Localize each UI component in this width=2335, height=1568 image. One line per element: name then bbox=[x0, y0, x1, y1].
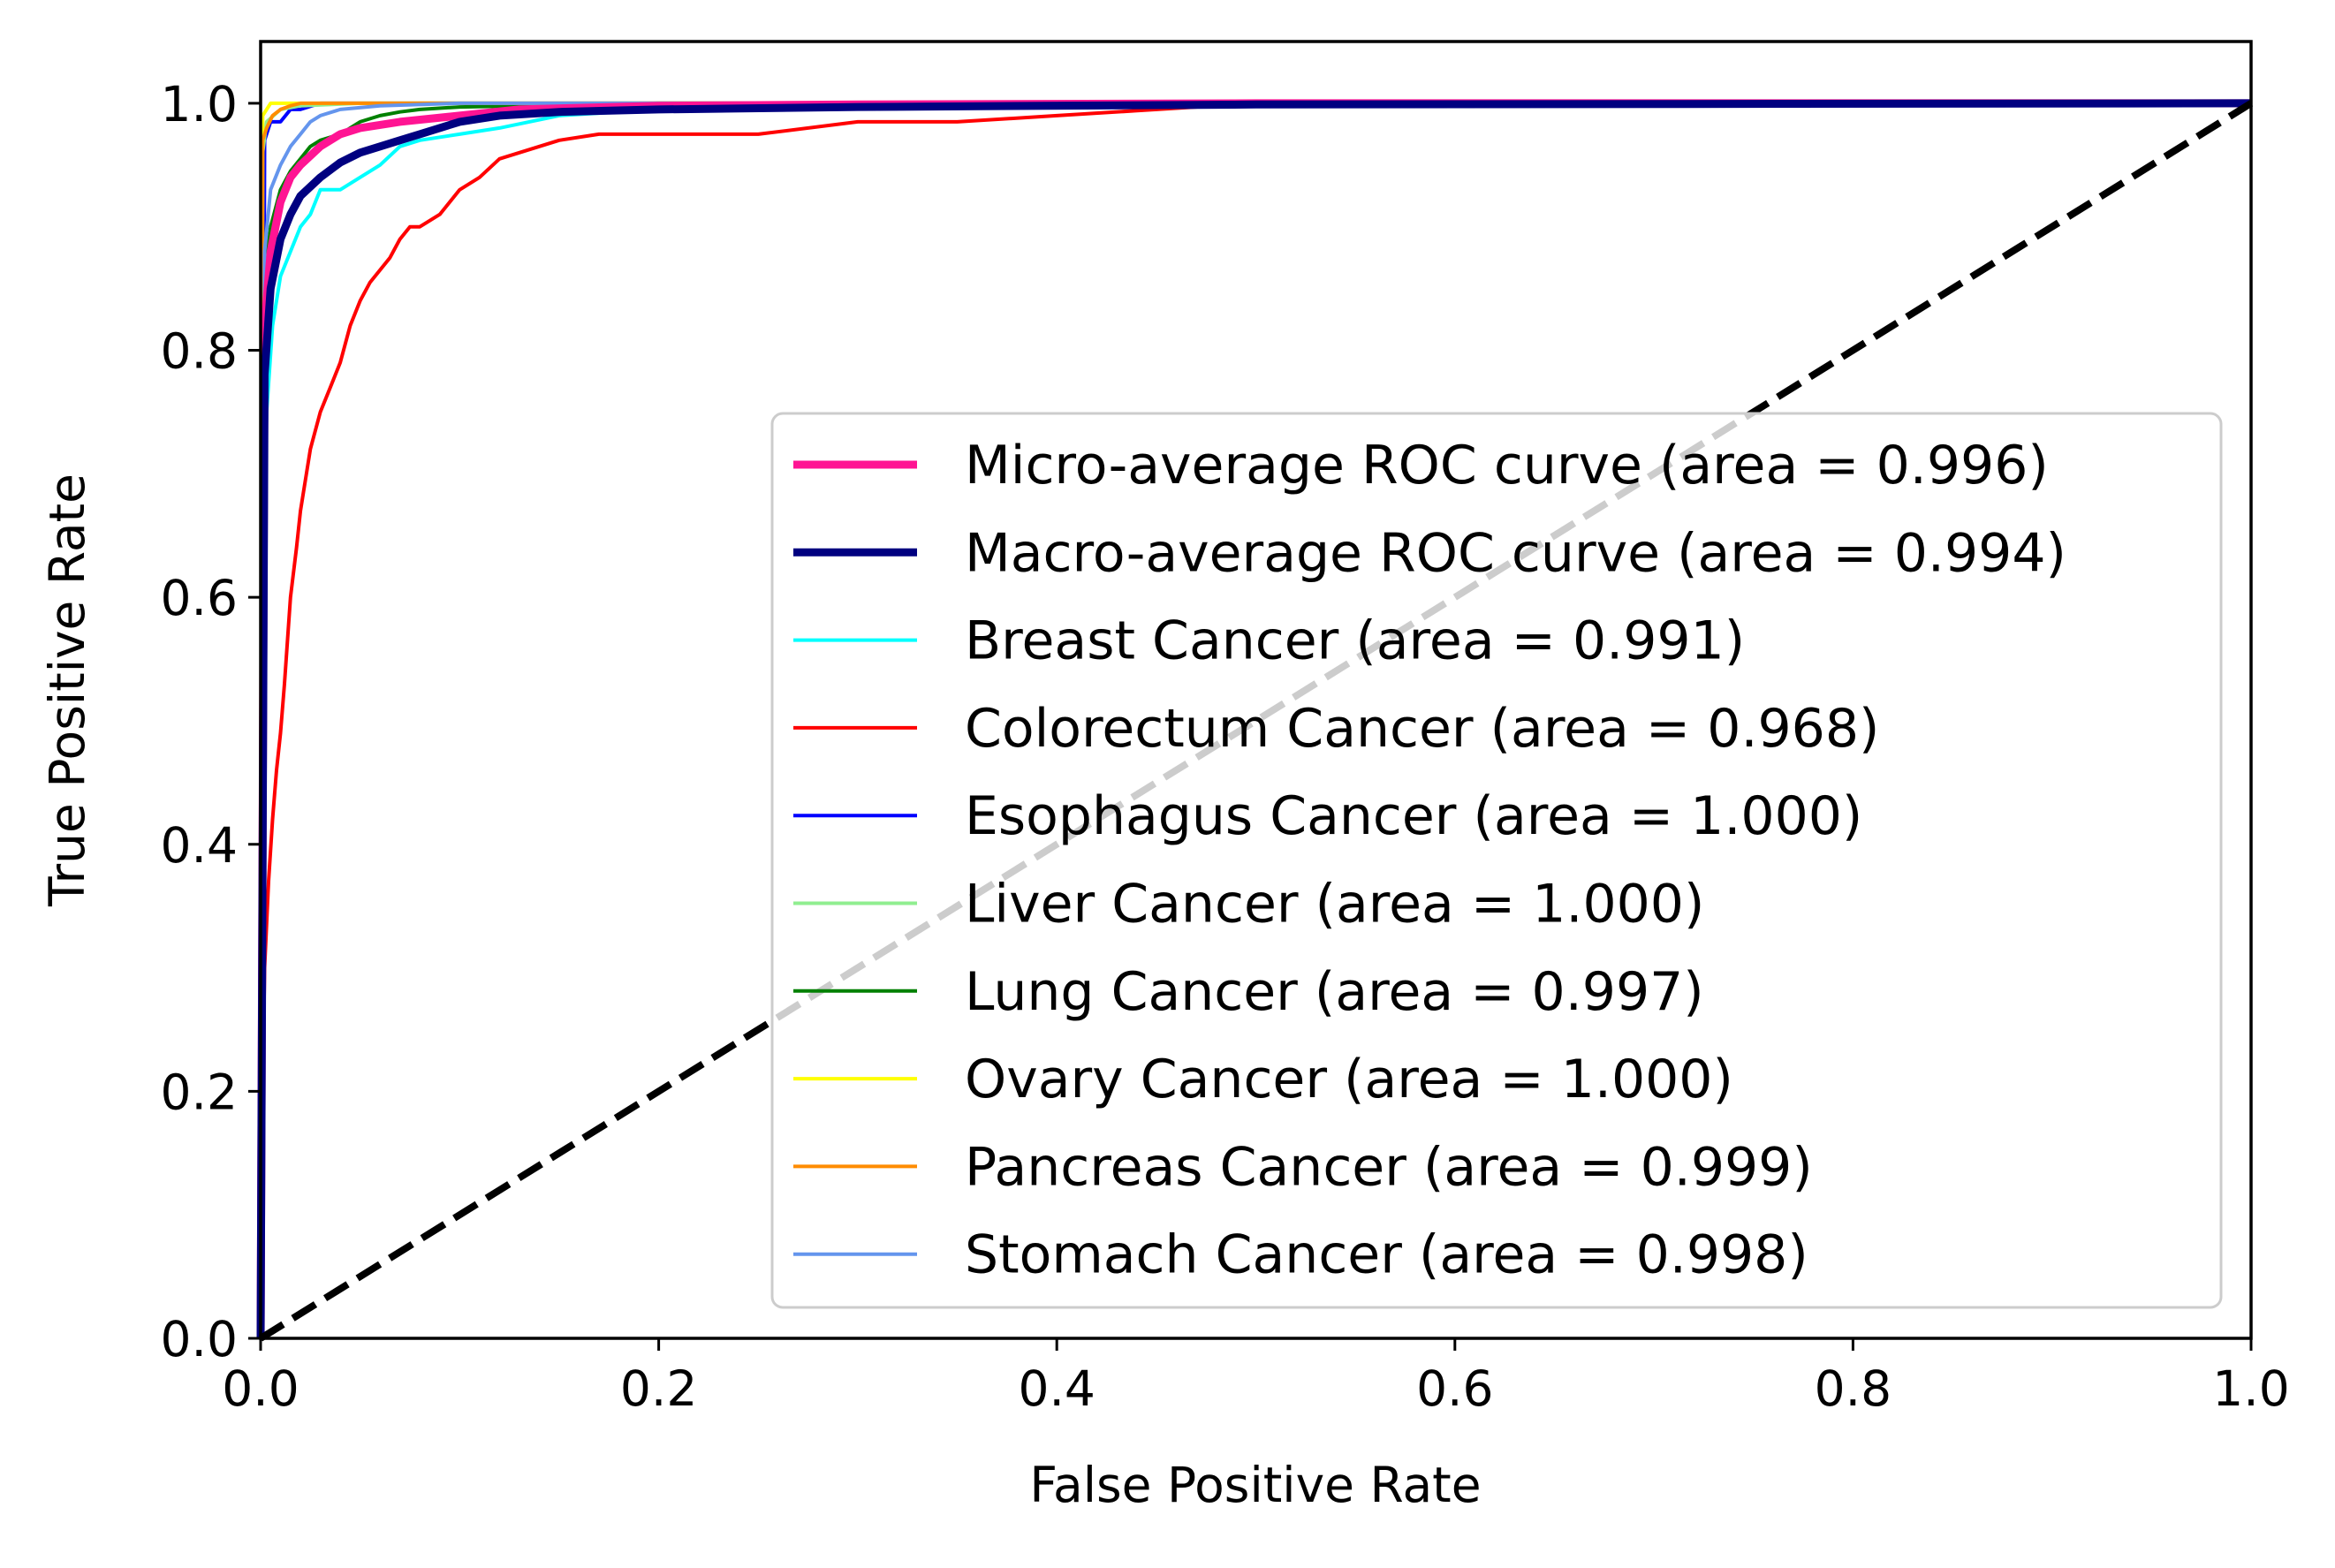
legend-entry-esophagus-cancer: Esophagus Cancer (area = 1.000) bbox=[793, 785, 1862, 847]
x-tick-label: 0.6 bbox=[1416, 1360, 1493, 1417]
legend-label: Micro-average ROC curve (area = 0.996) bbox=[965, 435, 2049, 496]
curves-layer bbox=[256, 99, 2254, 1342]
plot-frame bbox=[259, 40, 2253, 1340]
legend-entry-micro-average-roc-curve: Micro-average ROC curve (area = 0.996) bbox=[793, 435, 2049, 496]
x-tick-label: 0.8 bbox=[1815, 1360, 1892, 1417]
colorectum-cancer-curve bbox=[259, 101, 2251, 1339]
legend: Micro-average ROC curve (area = 0.996) Ma… bbox=[770, 412, 2223, 1309]
x-tick-label: 0.4 bbox=[1018, 1360, 1095, 1417]
legend-label: Ovary Cancer (area = 1.000) bbox=[965, 1049, 1733, 1110]
legend-label: Liver Cancer (area = 1.000) bbox=[965, 874, 1704, 935]
legend-entry-liver-cancer: Liver Cancer (area = 1.000) bbox=[793, 874, 1704, 935]
ticks-layer: 0.0 0.2 0.4 0.6 0.8 1.0 0.0 0.2 0.4 0.6 0.8 1.0 bbox=[161, 76, 2290, 1417]
legend-entry-lung-cancer: Lung Cancer (area = 0.997) bbox=[793, 961, 1704, 1023]
x-tick-label: 0.2 bbox=[620, 1360, 697, 1417]
x-axis-label: False Positive Rate bbox=[1029, 1457, 1481, 1513]
legend-box bbox=[770, 412, 2223, 1309]
y-tick-label: 0.0 bbox=[161, 1311, 238, 1367]
pancreas-cancer-curve bbox=[259, 101, 2251, 1339]
macro-average-roc-curve-curve bbox=[256, 99, 2252, 1339]
legend-entry-macro-average-roc-curve: Macro-average ROC curve (area = 0.994) bbox=[793, 522, 2066, 584]
legend-entry-colorectum-cancer: Colorectum Cancer (area = 0.968) bbox=[793, 698, 1879, 760]
legend-entry-stomach-cancer: Stomach Cancer (area = 0.998) bbox=[793, 1224, 1808, 1286]
y-tick-label: 0.2 bbox=[161, 1064, 238, 1120]
legend-entry-breast-cancer: Breast Cancer (area = 0.991) bbox=[793, 610, 1745, 672]
legend-entries: Micro-average ROC curve (area = 0.996) Ma… bbox=[793, 435, 2066, 1286]
y-tick-label: 0.6 bbox=[161, 570, 238, 626]
legend-entry-ovary-cancer: Ovary Cancer (area = 1.000) bbox=[793, 1049, 1733, 1110]
stomach-cancer-curve bbox=[259, 101, 2251, 1339]
breast-cancer-curve bbox=[259, 101, 2251, 1339]
legend-label: Breast Cancer (area = 0.991) bbox=[965, 610, 1745, 672]
y-axis-label: True Positive Rate bbox=[39, 473, 95, 907]
legend-label: Pancreas Cancer (area = 0.999) bbox=[965, 1136, 1813, 1198]
legend-entry-pancreas-cancer: Pancreas Cancer (area = 0.999) bbox=[793, 1136, 1813, 1198]
legend-label: Colorectum Cancer (area = 0.968) bbox=[965, 698, 1879, 760]
legend-label: Stomach Cancer (area = 0.998) bbox=[965, 1224, 1808, 1286]
x-tick-label: 0.0 bbox=[222, 1360, 299, 1417]
legend-label: Esophagus Cancer (area = 1.000) bbox=[965, 785, 1862, 847]
legend-label: Macro-average ROC curve (area = 0.994) bbox=[965, 522, 2066, 584]
y-tick-label: 0.4 bbox=[161, 817, 238, 874]
x-tick-label: 1.0 bbox=[2212, 1360, 2289, 1417]
y-tick-label: 0.8 bbox=[161, 323, 238, 380]
legend-label: Lung Cancer (area = 0.997) bbox=[965, 961, 1704, 1023]
y-tick-label: 1.0 bbox=[161, 76, 238, 133]
chance-diagonal-line bbox=[258, 100, 2254, 1342]
